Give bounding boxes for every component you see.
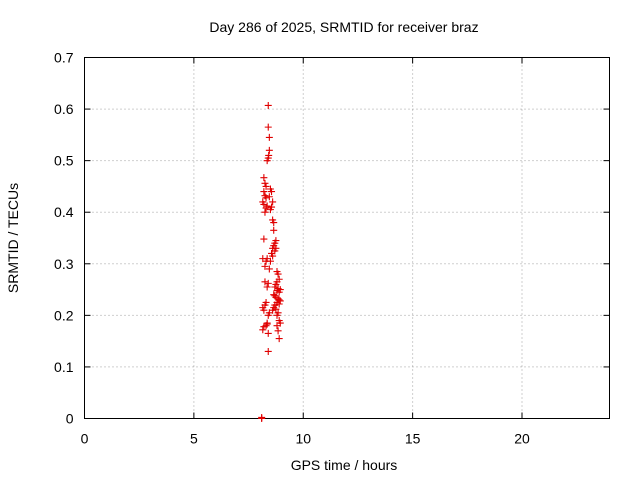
data-point [262, 182, 270, 190]
y-tick-label: 0.7 [54, 50, 74, 66]
data-point [261, 278, 269, 286]
data-point [261, 208, 269, 216]
data-point [264, 347, 272, 355]
data-point [266, 206, 274, 214]
data-point [265, 193, 273, 201]
y-tick-label: 0.2 [54, 307, 74, 323]
data-point [276, 297, 284, 305]
data-point [262, 257, 270, 265]
data-point [275, 335, 283, 343]
data-point [269, 198, 277, 206]
data-points [258, 101, 284, 422]
data-point [270, 226, 278, 234]
x-tick-label: 15 [405, 431, 421, 447]
x-axis-label: GPS time / hours [291, 457, 398, 473]
data-point [259, 326, 267, 334]
data-point [275, 300, 283, 308]
data-point [260, 188, 268, 196]
data-point [260, 235, 268, 243]
y-tick-label: 0.5 [54, 153, 74, 169]
data-point [264, 123, 272, 131]
data-point [270, 219, 278, 227]
x-tick-label: 0 [81, 431, 89, 447]
data-point [262, 204, 270, 212]
data-point [271, 283, 279, 291]
data-point [261, 262, 269, 270]
chart-title: Day 286 of 2025, SRMTID for receiver bra… [209, 19, 478, 35]
data-point [264, 311, 272, 319]
data-point [268, 188, 276, 196]
data-point [274, 270, 282, 278]
y-axis-label: SRMTID / TECUs [5, 183, 21, 293]
data-point [262, 194, 270, 202]
y-tick-label: 0 [66, 411, 74, 427]
data-point [260, 200, 268, 208]
y-tick-label: 0.6 [54, 101, 74, 117]
y-tick-label: 0.3 [54, 256, 74, 272]
data-point [264, 329, 272, 337]
data-point [273, 322, 281, 330]
data-point [264, 101, 272, 109]
data-point [261, 179, 269, 187]
data-point [271, 292, 279, 300]
data-point [264, 279, 272, 287]
data-point [265, 133, 273, 141]
data-point [272, 305, 280, 313]
plot-frame [84, 57, 610, 419]
x-tick-label: 5 [190, 431, 198, 447]
data-point [260, 174, 268, 182]
x-axis-tick-labels: 0 5 10 15 20 [81, 431, 530, 447]
data-point [263, 157, 271, 165]
data-point [260, 323, 268, 331]
data-point [275, 288, 283, 296]
data-point [265, 265, 273, 273]
axis-ticks [84, 57, 610, 419]
data-point [263, 283, 271, 291]
y-tick-label: 0.4 [54, 204, 74, 220]
grid-lines [84, 57, 610, 419]
data-point [274, 327, 282, 335]
data-point [265, 146, 273, 154]
x-tick-label: 20 [514, 431, 530, 447]
y-axis-tick-labels: 0 0.1 0.2 0.3 0.4 0.5 0.6 0.7 [54, 50, 74, 427]
data-point [258, 415, 266, 422]
data-point [269, 252, 277, 260]
data-point [273, 311, 281, 319]
x-tick-label: 10 [295, 431, 311, 447]
data-point [260, 306, 268, 314]
y-tick-label: 0.1 [54, 359, 74, 375]
